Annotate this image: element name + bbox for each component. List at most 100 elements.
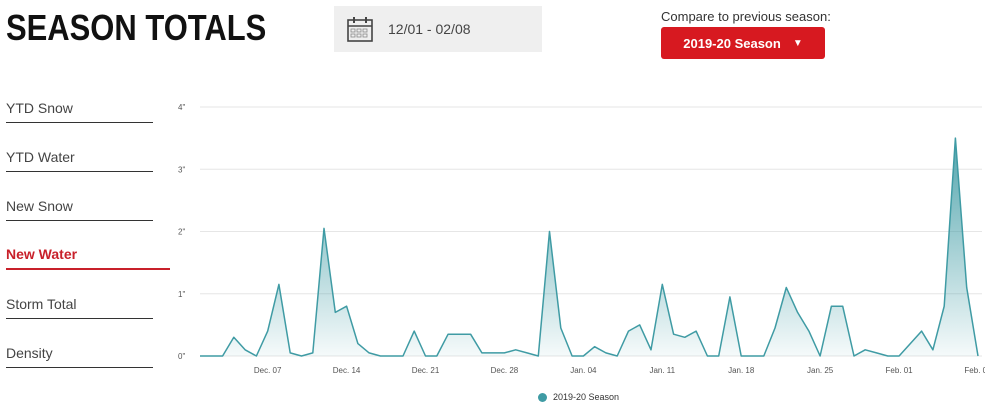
data-point bbox=[706, 355, 708, 357]
metric-new-snow[interactable]: New Snow bbox=[6, 198, 153, 221]
data-point bbox=[515, 349, 517, 351]
x-tick-label: Dec. 21 bbox=[412, 366, 440, 375]
data-point bbox=[312, 352, 314, 354]
metric-new-water[interactable]: New Water bbox=[6, 246, 170, 270]
data-point bbox=[661, 283, 663, 285]
legend-label: 2019-20 Season bbox=[553, 392, 620, 402]
data-point bbox=[819, 355, 821, 357]
legend-swatch bbox=[538, 392, 547, 402]
metric-density[interactable]: Density bbox=[6, 345, 153, 368]
x-tick-label: Jan. 18 bbox=[728, 366, 755, 375]
data-point bbox=[650, 349, 652, 351]
y-tick-label: 1" bbox=[178, 290, 185, 299]
data-point bbox=[842, 305, 844, 307]
data-point bbox=[864, 349, 866, 351]
metric-ytd-water[interactable]: YTD Water bbox=[6, 149, 153, 172]
data-point bbox=[909, 342, 911, 344]
data-point bbox=[289, 352, 291, 354]
season-select-label: 2019-20 Season bbox=[683, 35, 781, 51]
data-point bbox=[244, 349, 246, 351]
data-point bbox=[729, 296, 731, 298]
data-point bbox=[300, 355, 302, 357]
data-point bbox=[345, 305, 347, 307]
data-point bbox=[954, 137, 956, 139]
data-point bbox=[616, 355, 618, 357]
new-water-chart: 0" 1" 2" 3" 4" Dec. 07 Dec. 14 Dec. 21 Dec. 28 Ja… bbox=[178, 103, 985, 375]
data-point bbox=[943, 305, 945, 307]
x-tick-label: Dec. 28 bbox=[491, 366, 519, 375]
series-line bbox=[200, 137, 979, 357]
data-point bbox=[458, 333, 460, 335]
data-point bbox=[887, 355, 889, 357]
y-tick-label: 0" bbox=[178, 352, 185, 361]
data-point bbox=[503, 352, 505, 354]
data-point bbox=[763, 355, 765, 357]
data-point bbox=[368, 352, 370, 354]
data-point bbox=[334, 311, 336, 313]
data-point bbox=[424, 355, 426, 357]
data-point bbox=[672, 333, 674, 335]
data-point bbox=[898, 355, 900, 357]
chart-legend[interactable]: 2019-20 Season bbox=[538, 392, 619, 402]
data-point bbox=[323, 227, 325, 229]
data-point bbox=[571, 355, 573, 357]
calendar-icon bbox=[347, 17, 373, 42]
metric-ytd-snow[interactable]: YTD Snow bbox=[6, 100, 153, 123]
x-tick-label: Feb. 08 bbox=[964, 366, 985, 375]
date-range-picker[interactable]: 12/01 - 02/08 bbox=[334, 6, 542, 52]
data-point bbox=[785, 286, 787, 288]
data-point bbox=[413, 330, 415, 332]
x-tick-label: Jan. 04 bbox=[570, 366, 597, 375]
data-point bbox=[548, 230, 550, 232]
page-title: SEASON TOTALS bbox=[6, 7, 267, 48]
season-select-button[interactable]: 2019-20 Season ▼ bbox=[661, 27, 825, 59]
data-point bbox=[932, 349, 934, 351]
data-point bbox=[233, 336, 235, 338]
data-point bbox=[267, 330, 269, 332]
data-point bbox=[436, 355, 438, 357]
data-point bbox=[379, 355, 381, 357]
data-point bbox=[582, 355, 584, 357]
data-point bbox=[684, 336, 686, 338]
x-tick-label: Dec. 14 bbox=[333, 366, 361, 375]
date-range-text: 12/01 - 02/08 bbox=[388, 21, 471, 37]
data-point bbox=[627, 330, 629, 332]
data-point bbox=[977, 355, 979, 357]
data-point bbox=[447, 333, 449, 335]
data-point bbox=[492, 352, 494, 354]
chevron-down-icon: ▼ bbox=[792, 37, 803, 49]
data-point bbox=[774, 327, 776, 329]
data-point bbox=[221, 355, 223, 357]
data-point bbox=[830, 305, 832, 307]
data-point bbox=[560, 327, 562, 329]
data-point bbox=[255, 355, 257, 357]
y-tick-label: 4" bbox=[178, 103, 185, 112]
compare-label: Compare to previous season: bbox=[661, 9, 831, 24]
data-point bbox=[751, 355, 753, 357]
data-point bbox=[808, 330, 810, 332]
data-point bbox=[695, 330, 697, 332]
data-point bbox=[357, 342, 359, 344]
data-point bbox=[210, 355, 212, 357]
data-point bbox=[391, 355, 393, 357]
data-point bbox=[853, 355, 855, 357]
data-point bbox=[402, 355, 404, 357]
data-point bbox=[740, 355, 742, 357]
series-area bbox=[200, 138, 978, 356]
data-point bbox=[639, 324, 641, 326]
data-point bbox=[278, 283, 280, 285]
x-tick-label: Dec. 07 bbox=[254, 366, 282, 375]
data-point bbox=[593, 346, 595, 348]
data-point bbox=[920, 330, 922, 332]
data-point bbox=[469, 333, 471, 335]
y-tick-label: 2" bbox=[178, 228, 185, 237]
x-tick-label: Jan. 25 bbox=[807, 366, 834, 375]
data-point bbox=[966, 286, 968, 288]
data-point bbox=[605, 352, 607, 354]
data-point bbox=[796, 311, 798, 313]
metric-storm-total[interactable]: Storm Total bbox=[6, 296, 153, 319]
data-point bbox=[875, 352, 877, 354]
data-point bbox=[718, 355, 720, 357]
data-point bbox=[481, 352, 483, 354]
x-tick-label: Feb. 01 bbox=[886, 366, 914, 375]
